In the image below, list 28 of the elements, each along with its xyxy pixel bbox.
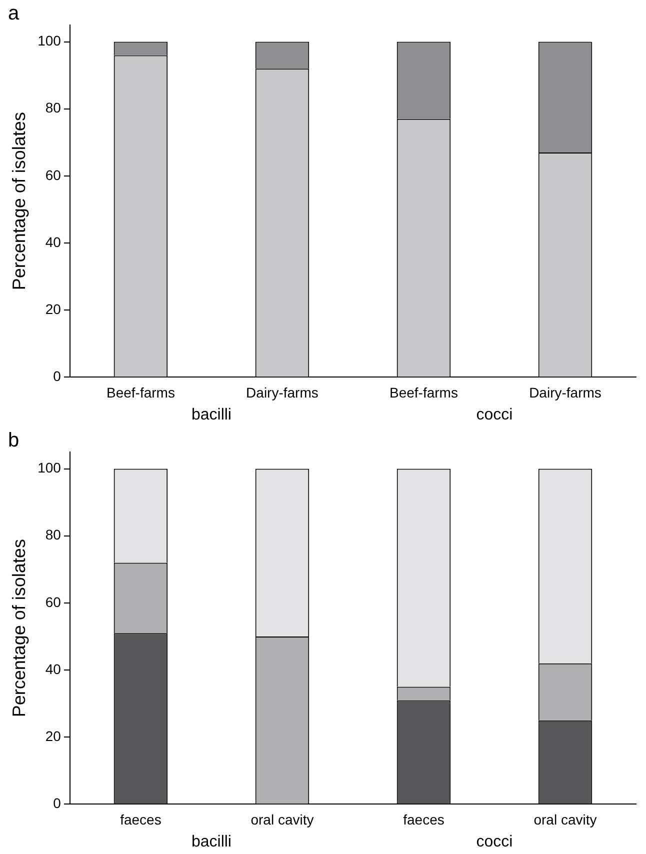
chart-title: a xyxy=(8,2,20,25)
y-axis-title: Percentage of isolates xyxy=(8,112,29,290)
chart-title: b xyxy=(8,430,20,452)
x-tick-label: oral cavity xyxy=(250,811,314,828)
x-tick-label: oral cavity xyxy=(534,811,597,828)
x-tick-label: faeces xyxy=(120,811,162,828)
text: cocci xyxy=(476,833,513,850)
y-tick-label: 80 xyxy=(45,526,62,543)
y-tick-label: 0 xyxy=(53,368,62,384)
x-tick-label: Beef-farms xyxy=(106,384,175,400)
text: cocci xyxy=(476,406,513,424)
y-tick-label: 60 xyxy=(45,166,62,183)
x-tick-label: Dairy-farms xyxy=(529,384,602,400)
text: bacilli xyxy=(191,833,232,850)
y-tick-label: 80 xyxy=(45,100,62,116)
x-tick-label: Beef-farms xyxy=(390,384,458,400)
y-tick-label: 40 xyxy=(45,234,62,250)
x-tick-label: faeces xyxy=(403,811,444,828)
x-tick-label: Dairy-farms xyxy=(246,384,318,400)
y-tick-label: 20 xyxy=(45,728,62,744)
y-tick-label: 40 xyxy=(45,660,62,677)
y-tick-label: 60 xyxy=(45,594,62,610)
y-tick-label: 100 xyxy=(38,32,62,49)
y-tick-label: 20 xyxy=(45,300,62,317)
y-axis-title: Percentage of isolates xyxy=(8,539,29,718)
text: bacilli xyxy=(191,406,232,424)
y-tick-label: 0 xyxy=(53,795,62,812)
y-tick-label: 100 xyxy=(38,460,62,476)
